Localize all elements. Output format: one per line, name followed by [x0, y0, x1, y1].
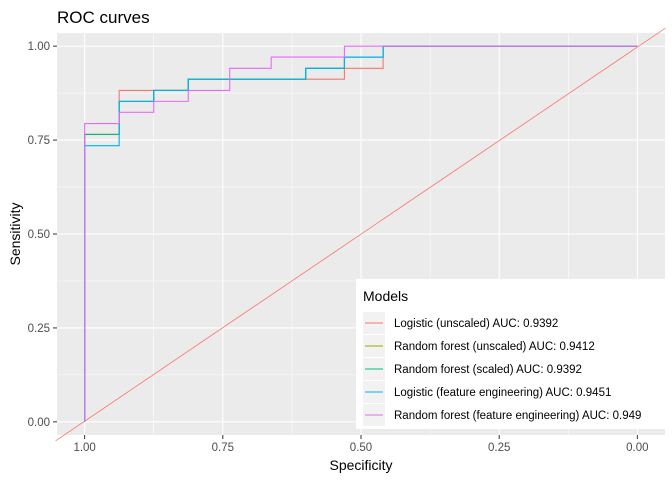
legend-item-1: Logistic (unscaled) AUC: 0.9392 [363, 312, 558, 334]
legend-title: Models [363, 288, 408, 304]
x-axis: 1.00 0.75 0.50 0.25 0.00 [73, 435, 649, 454]
chart-title: ROC curves [57, 8, 150, 27]
roc-curve-5 [84, 45, 638, 422]
legend: Models Logistic (unscaled) AUC: 0.9392 Ra… [356, 279, 665, 429]
y-tick-label: 0.75 [28, 135, 50, 147]
diagonal-reference-line [55, 27, 666, 442]
x-tick-label: 0.50 [350, 442, 372, 454]
legend-item-4: Logistic (feature engineering) AUC: 0.94… [363, 381, 611, 403]
legend-label: Random forest (scaled) AUC: 0.9392 [394, 364, 582, 376]
y-tick-label: 0.25 [28, 323, 50, 335]
y-tick-label: 0.50 [28, 229, 50, 241]
legend-background [356, 279, 665, 429]
y-axis-label: Sensitivity [7, 202, 23, 265]
x-tick-label: 0.25 [488, 442, 510, 454]
roc-curves [55, 27, 666, 442]
legend-item-2: Random forest (unscaled) AUC: 0.9412 [363, 335, 595, 357]
x-tick-label: 1.00 [73, 442, 95, 454]
legend-item-3: Random forest (scaled) AUC: 0.9392 [363, 358, 582, 380]
x-tick-label: 0.75 [212, 442, 234, 454]
legend-item-5: Random forest (feature engineering) AUC:… [363, 404, 641, 426]
legend-label: Logistic (unscaled) AUC: 0.9392 [394, 318, 558, 330]
legend-items: Logistic (unscaled) AUC: 0.9392 Random fo… [363, 312, 641, 426]
legend-label: Random forest (feature engineering) AUC:… [394, 410, 641, 422]
y-axis: 0.00 0.25 0.50 0.75 1.00 [28, 41, 57, 429]
legend-label: Logistic (feature engineering) AUC: 0.94… [394, 387, 611, 399]
legend-label: Random forest (unscaled) AUC: 0.9412 [394, 341, 595, 353]
y-tick-label: 0.00 [28, 417, 50, 429]
y-tick-label: 1.00 [28, 41, 50, 53]
roc-curve-4 [84, 45, 638, 422]
x-axis-label: Specificity [329, 457, 392, 473]
x-tick-label: 0.00 [626, 442, 648, 454]
